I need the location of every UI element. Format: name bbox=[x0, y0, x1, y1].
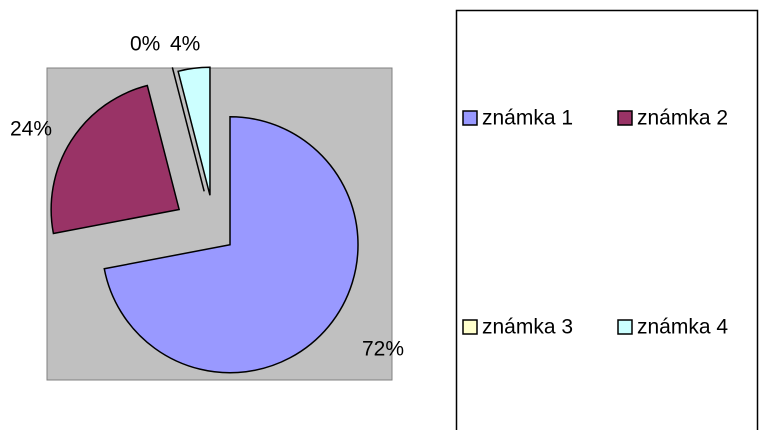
data-label: 4% bbox=[170, 33, 200, 56]
data-label: 72% bbox=[362, 338, 404, 361]
pie-slice bbox=[103, 115, 359, 374]
legend-swatch bbox=[617, 319, 633, 335]
legend-box bbox=[455, 9, 759, 430]
legend-swatch bbox=[617, 110, 633, 126]
legend-swatch bbox=[462, 319, 478, 335]
legend-label: známka 3 bbox=[482, 316, 573, 339]
legend-swatch bbox=[462, 110, 478, 126]
legend-label: známka 4 bbox=[637, 316, 728, 339]
pie-slice bbox=[50, 84, 181, 235]
data-label: 0% bbox=[130, 33, 160, 56]
data-label: 24% bbox=[10, 118, 52, 141]
pie-slice bbox=[177, 66, 211, 196]
legend-label: známka 2 bbox=[637, 107, 728, 130]
pie-slice bbox=[171, 67, 205, 192]
legend-label: známka 1 bbox=[482, 107, 573, 130]
